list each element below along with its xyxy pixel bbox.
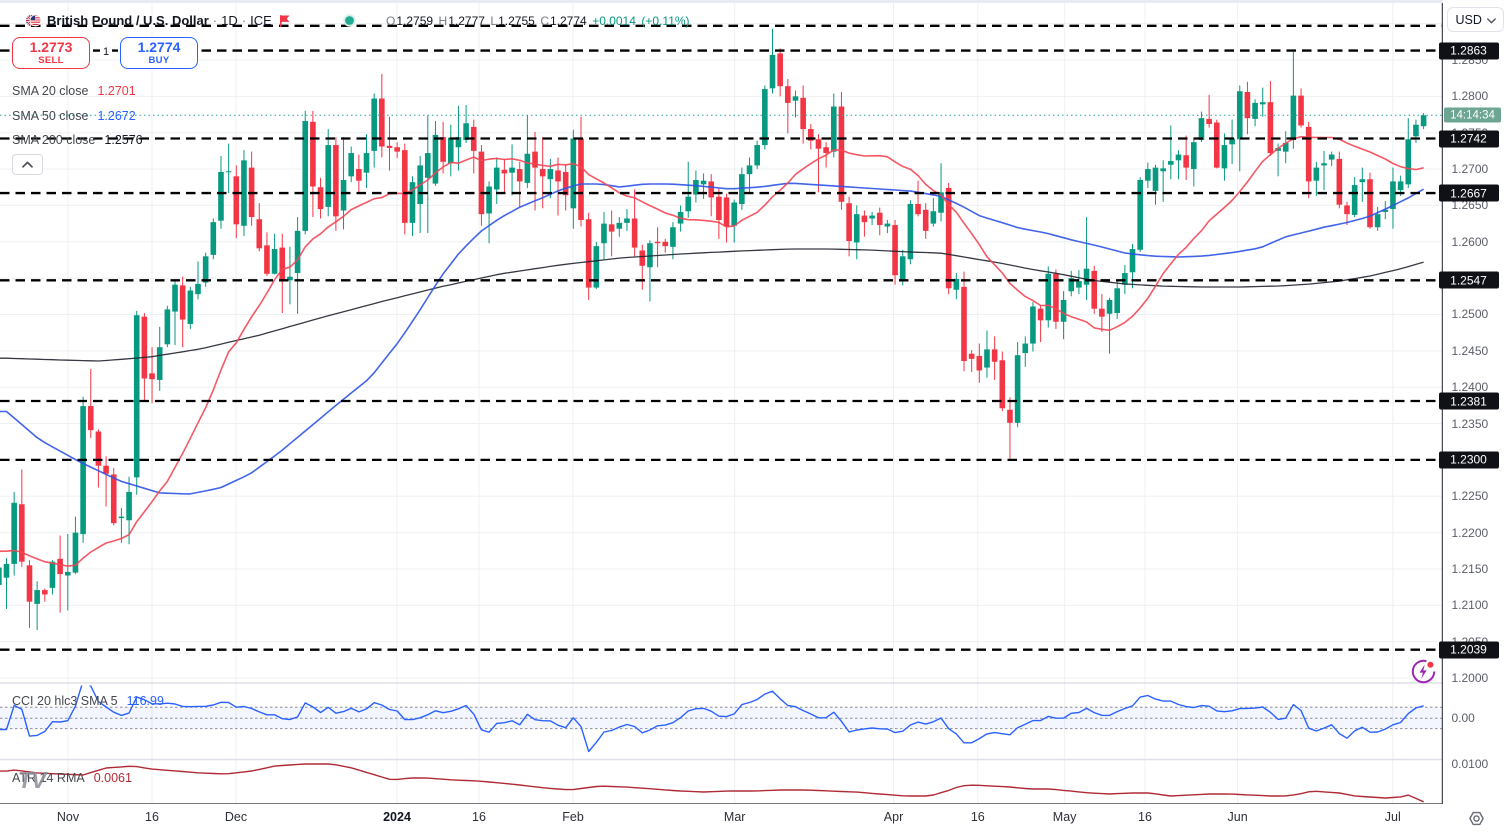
price-level-badge: 1.2381: [1438, 392, 1499, 410]
flash-bolt-icon: [1411, 659, 1436, 684]
time-tick-label: Jul: [1384, 810, 1401, 824]
hexagon-settings-icon: [1469, 811, 1484, 826]
atr-indicator-legend[interactable]: ATR 14 RMA 0.0061: [12, 771, 132, 785]
atr-value: 0.0061: [93, 771, 132, 785]
price-tick-label: 1.2100: [1451, 598, 1489, 613]
collapse-legend-button[interactable]: [12, 154, 43, 175]
sell-label: SELL: [38, 55, 64, 66]
currency-unit-dropdown[interactable]: USD: [1446, 7, 1504, 32]
sma200-label: SMA 200 close: [12, 132, 96, 147]
exchange-name[interactable]: ICE: [250, 13, 272, 28]
time-tick-label: 16: [970, 810, 985, 824]
cci-zero-tick-label: 0.00: [1451, 711, 1475, 726]
price-level-badge: 1.2742: [1438, 130, 1499, 148]
price-tick-label: 1.2200: [1451, 525, 1489, 540]
price-level-badge: 1.2863: [1438, 42, 1499, 60]
trade-buttons-row: 1.2773 SELL 1.2774 BUY: [12, 37, 198, 69]
price-tick-label: 1.2150: [1451, 561, 1489, 576]
change-percent: (+0.11%): [641, 14, 690, 28]
title-separator2: ·: [241, 13, 247, 28]
atr-label: ATR 14 RMA: [12, 771, 85, 785]
sma200-value: 1.2576: [104, 132, 143, 147]
buy-price: 1.2774: [137, 39, 181, 55]
atr-tick-label: 0.0100: [1451, 757, 1489, 771]
price-tick-label: 1.2450: [1451, 343, 1489, 358]
symbol-name[interactable]: British Pound / U.S. Dollar: [47, 13, 209, 28]
time-tick-label: Apr: [883, 810, 904, 824]
time-tick-label: Mar: [723, 810, 746, 824]
time-tick-label: 16: [472, 810, 486, 824]
sell-button[interactable]: 1.2773 SELL: [12, 37, 90, 69]
price-axis[interactable]: USD 1.28501.28001.27501.27001.26501.2600…: [1438, 0, 1511, 833]
cci-indicator-legend[interactable]: CCI 20 hlc3 SMA 5 116.99: [12, 694, 164, 708]
price-tick-label: 1.2600: [1451, 234, 1489, 249]
time-tick-label: May: [1052, 810, 1077, 824]
indicator-row-sma20[interactable]: SMA 20 close 1.2701: [12, 84, 136, 98]
time-tick-label: Jun: [1227, 810, 1248, 824]
ohlc-values-row: O1.2759 H1.2777 L1.2755 C1.2774 +0.0014 …: [386, 14, 690, 28]
alerts-flash-icon[interactable]: [1410, 658, 1437, 690]
price-tick-label: 1.2350: [1451, 416, 1489, 431]
top-edge-strip: [0, 0, 1511, 3]
price-level-badge: 1.2039: [1438, 641, 1499, 659]
price-tick-label: 1.2800: [1451, 89, 1489, 104]
time-tick-label: 16: [1138, 810, 1152, 824]
title-separator: ·: [212, 13, 218, 28]
cci-label: CCI 20 hlc3 SMA 5: [12, 694, 118, 708]
price-level-badge: 1.2300: [1438, 451, 1499, 469]
close-value: C1.2774: [540, 14, 587, 28]
open-value: O1.2759: [386, 14, 434, 28]
price-level-badge: 1.2547: [1438, 271, 1499, 289]
currency-pair-flag-icon: [26, 14, 42, 27]
time-tick-label: 2024: [383, 810, 411, 824]
price-tick-label: 1.2500: [1451, 307, 1489, 322]
price-tick-label: 1.2400: [1451, 380, 1489, 395]
price-level-badge: 1.2667: [1438, 184, 1499, 202]
bar-countdown-badge: 14:14:34: [1444, 107, 1501, 123]
tradingview-watermark: TV: [18, 767, 46, 793]
low-value: L1.2755: [490, 14, 535, 28]
time-axis[interactable]: Nov 16 Dec 2024 16 Feb Mar Apr 16 May 16 Jun Jul: [0, 804, 1511, 833]
chart-interval[interactable]: 1D: [221, 13, 238, 28]
symbol-title-row[interactable]: British Pound / U.S. Dollar · 1D · ICE: [25, 12, 356, 29]
time-tick-label: Feb: [562, 810, 584, 824]
currency-unit-value: USD: [1455, 12, 1482, 27]
market-status-dot[interactable]: [343, 14, 356, 27]
chevron-up-icon: [22, 161, 33, 168]
indicator-row-sma200[interactable]: SMA 200 close 1.2576: [12, 133, 143, 147]
time-axis-settings-icon[interactable]: [1468, 810, 1485, 832]
indicator-row-sma50[interactable]: SMA 50 close 1.2672: [12, 109, 136, 123]
buy-button[interactable]: 1.2774 BUY: [120, 37, 198, 69]
time-tick-label: Dec: [224, 810, 248, 824]
time-tick-label: Nov: [56, 810, 80, 824]
sma50-label: SMA 50 close: [12, 108, 89, 123]
sma20-label: SMA 20 close: [12, 84, 89, 98]
price-tick-label: 1.2700: [1451, 162, 1489, 177]
sell-price: 1.2773: [29, 39, 73, 55]
chevron-down-icon: [1486, 18, 1496, 24]
change-value: +0.0014: [592, 14, 636, 28]
price-tick-label: 1.2000: [1451, 671, 1489, 686]
status-dot-graphic: [343, 14, 356, 27]
high-value: H1.2777: [438, 14, 485, 28]
trade-quantity[interactable]: 1: [100, 46, 112, 58]
buy-label: BUY: [148, 55, 170, 66]
price-tick-label: 1.2250: [1451, 489, 1489, 504]
time-tick-label: 16: [145, 810, 159, 824]
flag-marker-icon[interactable]: [279, 14, 291, 28]
sma50-value: 1.2672: [97, 108, 136, 123]
sma20-value: 1.2701: [97, 84, 136, 98]
flag-icon-graphic: [279, 14, 290, 27]
price-tick-label: 1.2650: [1451, 198, 1489, 213]
cci-value: 116.99: [126, 694, 164, 708]
